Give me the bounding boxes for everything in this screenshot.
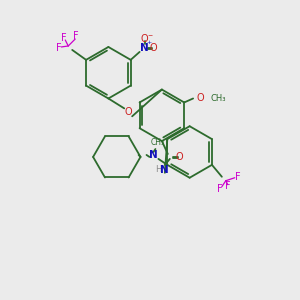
Text: O: O (141, 34, 148, 44)
Text: F: F (235, 172, 241, 182)
Text: F: F (217, 184, 223, 194)
Text: +: + (146, 40, 151, 46)
Text: N: N (160, 165, 169, 175)
Text: O: O (176, 152, 184, 162)
Text: F: F (225, 181, 231, 191)
Text: F: F (74, 31, 79, 41)
Text: −: − (147, 33, 152, 38)
Text: CH₃: CH₃ (150, 138, 164, 147)
Text: O: O (124, 107, 132, 117)
Text: N: N (149, 150, 158, 160)
Text: CH₃: CH₃ (211, 94, 226, 103)
Text: F: F (56, 43, 61, 53)
Text: N: N (140, 43, 149, 53)
Text: H: H (155, 165, 161, 174)
Text: F: F (61, 33, 67, 43)
Text: O: O (196, 94, 204, 103)
Text: O: O (150, 43, 157, 53)
